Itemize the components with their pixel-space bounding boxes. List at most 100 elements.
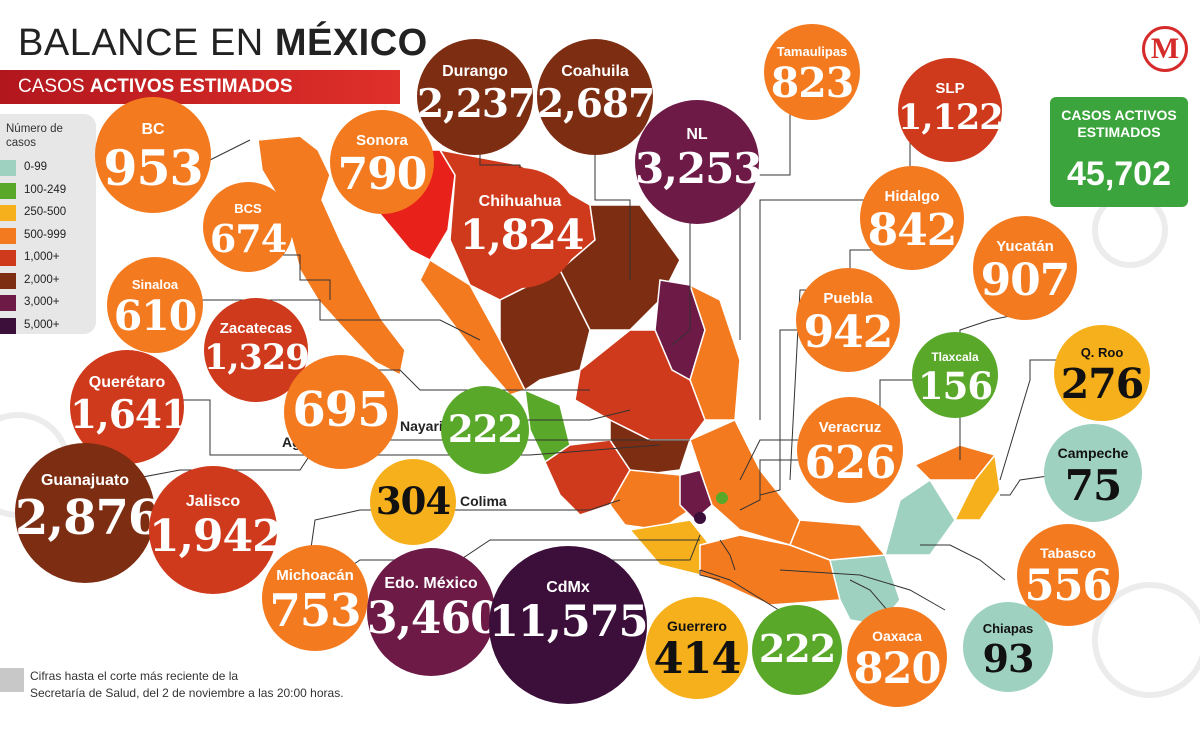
state-value: 156 [917, 364, 993, 409]
state-value: 1,329 [204, 336, 310, 378]
state-bubble-guerrero: Guerrero 414 [646, 597, 748, 699]
legend-swatch [0, 160, 16, 176]
state-name: Hidalgo [884, 187, 940, 205]
state-bubble-jalisco: Jalisco 1,942 [149, 466, 283, 594]
state-bubble-coahuila: Coahuila 2,687 [537, 39, 655, 155]
footnote-line-1: Cifras hasta el corte más reciente de la [30, 669, 239, 683]
state-name: Jalisco [185, 492, 241, 510]
state-bubble-q-roo: Q. Roo 276 [1054, 325, 1150, 421]
state-name: Coahuila [561, 63, 629, 81]
state-value: 942 [803, 306, 894, 358]
state-name: Tamaulipas [776, 44, 848, 60]
state-name: CdMx [546, 579, 590, 597]
page-title: BALANCE EN MÉXICO [18, 22, 428, 64]
state-bubble-chihuahua: Chihuahua 1,824 [460, 168, 584, 288]
footnote-line-2: Secretaría de Salud, del 2 de noviembre … [30, 686, 344, 700]
state-value: 276 [1060, 360, 1145, 409]
state-bubble-tamaulipas: Tamaulipas 823 [764, 24, 860, 120]
state-value: 2,876 [15, 490, 161, 547]
state-name: BC [141, 121, 165, 139]
state-value: 1,824 [460, 211, 584, 260]
state-name: Edo. México [384, 574, 478, 592]
state-bubble-tabasco: Tabasco 556 [1017, 524, 1119, 626]
state-value: 820 [853, 644, 942, 694]
state-value: 304 [375, 479, 451, 524]
state-value: 414 [653, 634, 742, 685]
state-bubble-chiapas: Chiapas 93 [963, 602, 1053, 692]
state-name: NL [686, 126, 708, 144]
state-value: 907 [980, 254, 1071, 306]
state-bubble-yucat-n: Yucatán 907 [973, 216, 1077, 320]
state-name: SLP [935, 79, 965, 97]
footnote: Cifras hasta el corte más reciente de la… [30, 668, 344, 702]
state-bubble-durango: Durango 2,237 [417, 39, 535, 155]
state-bubble-nl: NL 3,253 [635, 100, 763, 224]
state-bubble-colima: 304 [370, 459, 456, 545]
legend-swatch [0, 250, 16, 266]
legend-label: 3,000+ [24, 296, 60, 308]
legend-label: 250-500 [24, 206, 67, 218]
state-name: Veracruz [818, 419, 882, 437]
legend-swatch [0, 272, 16, 289]
state-name: Michoacán [276, 567, 354, 585]
state-bubble-edo-m-xico: Edo. México 3,460 [367, 548, 501, 676]
state-bubble-nayarit: 222 [441, 386, 529, 474]
state-value: 556 [1024, 561, 1113, 612]
state-value: 753 [269, 584, 362, 638]
state-name: Nayarit [400, 418, 448, 434]
state-bubble-michoac-n: Michoacán 753 [262, 545, 368, 651]
state-value: 626 [804, 436, 897, 490]
state-name: Guanajuato [40, 472, 129, 490]
legend-swatch [0, 182, 16, 199]
state-value: 823 [770, 59, 855, 108]
state-name: Chiapas [982, 620, 1034, 636]
legend: Número de casos 0-99 100-249 250-500 500-99… [0, 114, 96, 334]
state-value: 3,460 [367, 592, 501, 644]
state-bubble-oaxaca: Oaxaca 820 [847, 607, 947, 707]
state-name: Tabasco [1040, 545, 1096, 562]
legend-swatch [0, 317, 16, 334]
state-bubble-morelos: 222 [752, 605, 842, 695]
state-name: Oaxaca [872, 628, 922, 644]
legend-swatch [0, 227, 16, 244]
state-value: 610 [113, 292, 198, 341]
state-value: 3,253 [635, 144, 763, 194]
state-bubble-hidalgo: Hidalgo 842 [860, 166, 964, 270]
state-name: Colima [460, 493, 507, 509]
state-name: Q. Roo [1080, 345, 1124, 361]
state-value: 842 [867, 204, 958, 256]
state-name: Chihuahua [478, 193, 562, 211]
legend-label: 1,000+ [24, 251, 60, 263]
state-value: 1,942 [149, 510, 283, 562]
state-name: Yucatán [996, 237, 1054, 255]
milenio-logo: M [1142, 26, 1188, 72]
total-value: 45,702 [1067, 155, 1171, 193]
state-name: Tlaxcala [931, 350, 979, 365]
state-name: BCS [234, 200, 262, 216]
state-name: Durango [442, 63, 508, 81]
state-value: 790 [337, 148, 428, 200]
state-bubble-cdmx: CdMx 11,575 [489, 546, 649, 704]
state-name: Guerrero [667, 618, 727, 635]
legend-label: 2,000+ [24, 273, 60, 286]
state-name: Zacatecas [219, 319, 293, 337]
legend-label: 500-999 [24, 228, 67, 241]
legend-title: Número de casos [6, 123, 63, 149]
state-name: Campeche [1057, 444, 1129, 461]
state-value: 1,122 [898, 96, 1004, 138]
legend-swatch [0, 295, 16, 311]
state-value: 93 [982, 635, 1035, 681]
page-subtitle: CASOS ACTIVOS ESTIMADOS [0, 70, 400, 104]
state-name: Sonora [356, 131, 408, 149]
state-name: Puebla [823, 289, 873, 307]
state-bubble-sonora: Sonora 790 [330, 110, 434, 214]
total-label: CASOS ACTIVOS ESTIMADOS [1061, 107, 1177, 140]
state-value: 953 [103, 139, 203, 198]
legend-label: 0-99 [24, 161, 48, 173]
state-bubble-bc: BC 953 [95, 97, 211, 213]
state-bubble-sinaloa: Sinaloa 610 [107, 257, 203, 353]
state-value: 75 [1064, 460, 1122, 510]
state-name: Sinaloa [131, 277, 179, 293]
state-bubble-aguascalientes: 695 [284, 355, 398, 469]
state-value: 674 [209, 215, 287, 261]
